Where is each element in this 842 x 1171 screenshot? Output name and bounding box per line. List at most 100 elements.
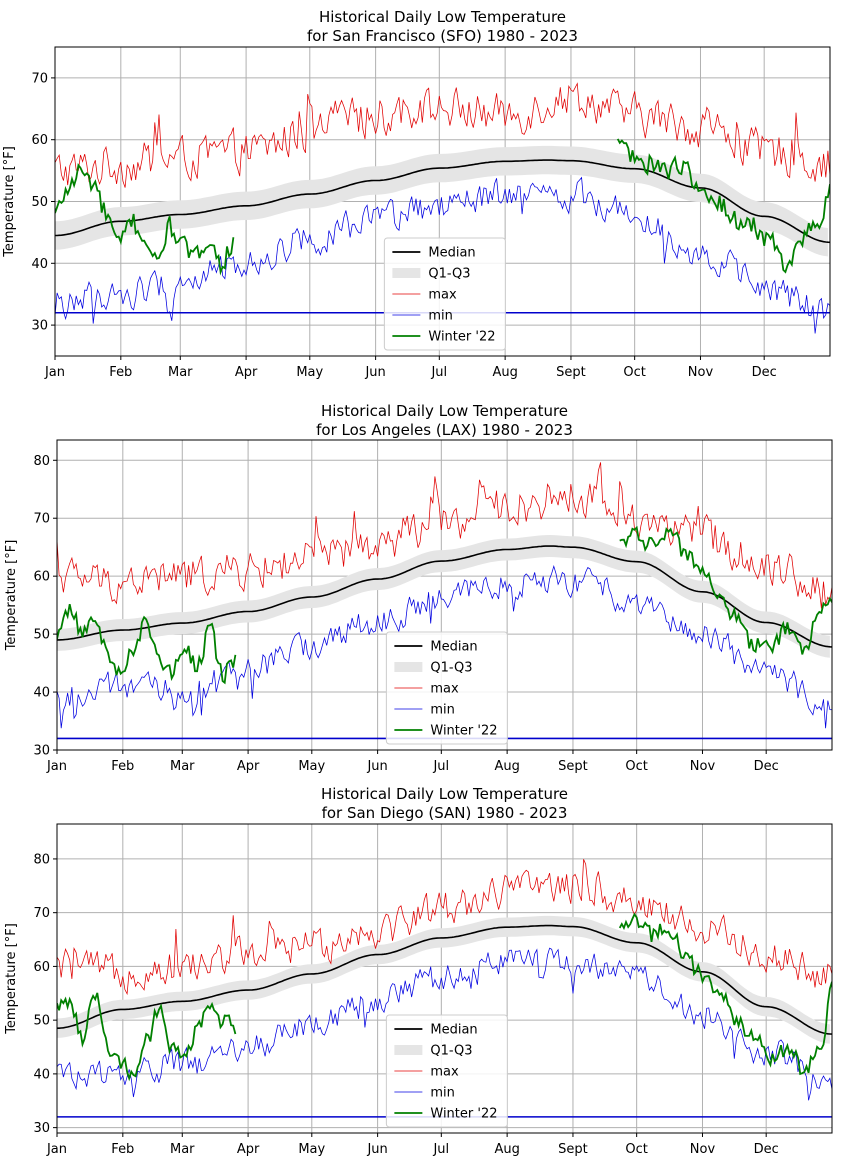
y-tick-label: 80 [33,852,50,867]
chart-subtitle: for San Francisco (SFO) 1980 - 2023 [307,27,578,45]
x-tick-label: Aug [494,759,519,774]
x-tick-label: Feb [111,759,134,774]
plot-area [55,82,830,334]
axes-frame [56,439,833,751]
y-tick-label: 70 [33,512,50,527]
y-tick-label: 60 [31,133,48,148]
x-tick-label: Oct [625,759,647,774]
y-tick-label: 30 [33,744,50,759]
winter22-line [55,163,235,276]
winter22-line [618,912,832,1076]
legend-label-min: min [430,703,455,718]
x-tick-label: Jun [364,365,385,380]
x-tick-label: Feb [111,1142,134,1157]
x-tick-label: Nov [690,759,716,774]
x-tick-label: Dec [754,1142,779,1157]
x-tick-label: Mar [168,365,193,380]
legend: Median Q1-Q3 max min Winter '22 [385,631,508,745]
legend-label-iqr: Q1-Q3 [428,267,470,282]
legend-box [385,1014,508,1128]
x-tick-label: May [298,1142,325,1157]
x-tick-label: Jan [44,365,65,380]
median-line [57,924,832,1035]
x-tick-label: May [298,759,325,774]
legend-label-max: max [430,682,459,697]
x-tick-label: Jun [366,1142,387,1157]
iqr-band [55,145,828,257]
x-tick-label: Oct [625,1142,647,1157]
chart-title: Historical Daily Low Temperature [319,8,566,26]
legend-label-iqr: Q1-Q3 [430,661,472,676]
legend-label-max: max [428,288,457,303]
x-tick-label: Apr [237,759,260,774]
y-axis-label: Temperature [°F] [4,923,19,1035]
legend-label-median: Median [430,1023,477,1038]
chart-title: Historical Daily Low Temperature [321,785,568,803]
x-tick-label: Apr [237,1142,260,1157]
legend-label-max: max [430,1065,459,1080]
winter22-line [57,604,237,685]
x-tick-label: Sept [558,1142,588,1157]
x-tick-label: Jul [432,1142,449,1157]
y-tick-label: 70 [31,71,48,86]
y-tick-label: 50 [31,195,48,210]
min-line [57,564,832,729]
y-axis-label: Temperature [°F] [2,146,17,258]
y-tick-label: 40 [33,1067,50,1082]
plot-area [57,859,832,1118]
x-tick-label: Jan [46,1142,67,1157]
legend-label-median: Median [428,246,475,261]
max-line [57,462,832,609]
x-tick-label: Aug [494,1142,519,1157]
y-tick-label: 50 [33,1014,50,1029]
x-tick-label: Dec [752,365,777,380]
x-tick-label: Jun [366,759,387,774]
y-tick-label: 30 [33,1121,50,1136]
x-tick-label: Mar [170,1142,195,1157]
x-tick-label: Dec [754,759,779,774]
y-tick-label: 60 [33,570,50,585]
y-tick-label: 80 [33,454,50,469]
winter22-line [57,992,237,1082]
legend-label-winter22: Winter '22 [428,330,495,345]
x-tick-label: Sept [556,365,586,380]
legend-swatch-iqr [394,662,423,672]
x-tick-label: Apr [235,365,258,380]
chart-title: Historical Daily Low Temperature [321,402,568,420]
legend-label-min: min [430,1086,455,1101]
x-tick-label: Jan [46,759,67,774]
legend-swatch-iqr [394,1045,423,1055]
x-tick-label: Aug [492,365,517,380]
legend-swatch-iqr [392,268,421,278]
min-line [55,176,830,334]
legend-label-iqr: Q1-Q3 [430,1044,472,1059]
x-tick-label: Feb [109,365,132,380]
legend-label-winter22: Winter '22 [430,1107,497,1122]
legend-box [385,631,508,745]
iqr-band [57,535,830,658]
x-tick-label: Nov [690,1142,716,1157]
axes-frame [56,823,833,1134]
max-line [55,82,830,188]
x-tick-label: Jul [432,759,449,774]
y-axis-label: Temperature [°F] [4,540,19,652]
legend: Median Q1-Q3 max min Winter '22 [383,237,506,351]
legend-label-min: min [428,309,453,324]
legend-label-winter22: Winter '22 [430,724,497,739]
legend: Median Q1-Q3 max min Winter '22 [385,1014,508,1128]
winter22-line [616,138,830,274]
x-tick-label: Mar [170,759,195,774]
y-tick-label: 30 [31,319,48,334]
median-line [55,159,830,244]
x-tick-label: Nov [688,365,714,380]
chart-subtitle: for Los Angeles (LAX) 1980 - 2023 [316,421,573,439]
winter22-line [619,525,832,655]
median-line [57,545,832,648]
y-tick-label: 40 [33,686,50,701]
min-line [57,947,832,1101]
